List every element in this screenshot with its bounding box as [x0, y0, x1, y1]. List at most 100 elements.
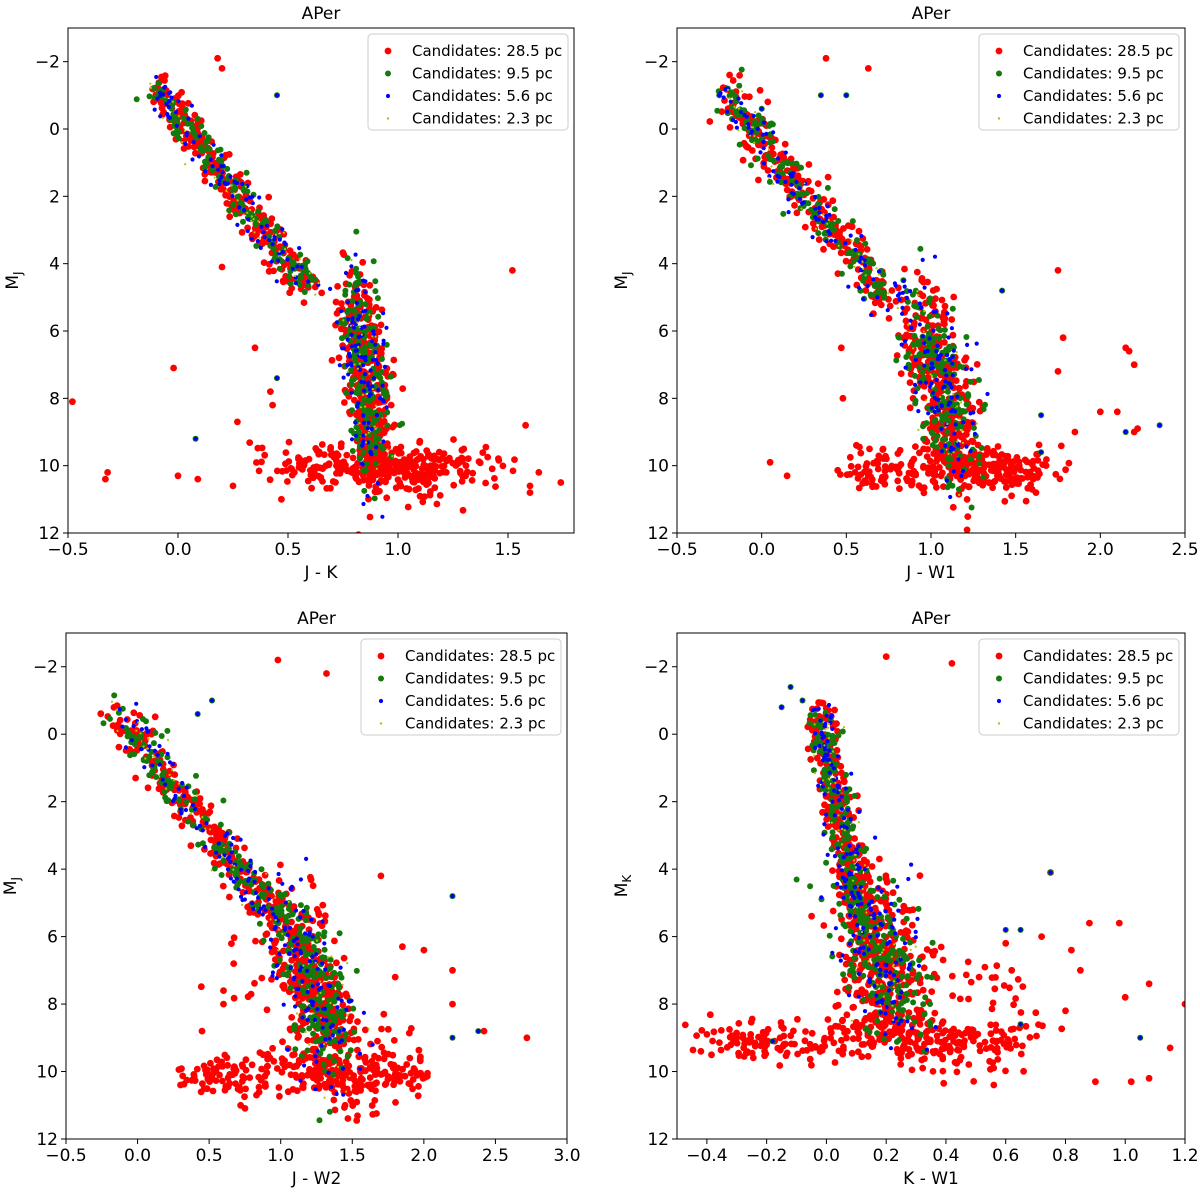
- point-blue: [230, 194, 235, 199]
- point-red: [412, 486, 420, 494]
- point-red: [741, 93, 749, 100]
- point-red: [238, 228, 246, 236]
- point-yellow: [958, 493, 961, 496]
- point-blue: [214, 850, 219, 855]
- point-green: [733, 108, 740, 115]
- point-green: [934, 312, 941, 319]
- point-green: [304, 1047, 311, 1054]
- point-red: [207, 802, 215, 810]
- point-yellow: [943, 388, 946, 392]
- point-yellow: [183, 129, 186, 132]
- point-red: [201, 177, 209, 185]
- point-blue: [287, 925, 293, 930]
- legend-entry: Candidates: 5.6 pc: [405, 692, 546, 710]
- point-red: [918, 484, 925, 492]
- point-red: [929, 463, 937, 470]
- point-yellow: [827, 218, 830, 222]
- point-red: [217, 185, 225, 193]
- point-yellow: [274, 896, 277, 899]
- point-red: [192, 149, 199, 157]
- point-green: [372, 278, 379, 285]
- point-blue: [909, 325, 914, 330]
- point-blue: [315, 982, 320, 987]
- point-red: [366, 1074, 374, 1081]
- point-red: [309, 882, 317, 890]
- point-red: [242, 1085, 250, 1093]
- point-red: [1017, 474, 1025, 482]
- point-red: [272, 897, 280, 905]
- point-red: [933, 458, 940, 465]
- point-red: [908, 921, 916, 929]
- point-yellow: [264, 872, 268, 875]
- point-green: [226, 207, 233, 214]
- point-blue: [225, 831, 230, 836]
- point-red: [304, 977, 311, 984]
- point-green: [963, 334, 970, 340]
- point-blue: [307, 959, 312, 964]
- point-yellow: [323, 1043, 326, 1046]
- point-blue: [292, 954, 297, 959]
- point-green: [784, 159, 790, 166]
- point-yellow: [368, 313, 371, 316]
- legend-box: [360, 638, 562, 736]
- point-yellow: [346, 1013, 349, 1016]
- point-red: [327, 484, 334, 492]
- point-red: [273, 1065, 281, 1072]
- point-red: [294, 1034, 302, 1041]
- point-red: [783, 186, 791, 194]
- point-red: [340, 954, 348, 962]
- point-yellow: [189, 812, 192, 815]
- point-blue: [231, 835, 236, 841]
- point-yellow: [295, 1012, 298, 1015]
- point-green: [944, 484, 951, 491]
- point-green: [370, 394, 377, 401]
- point-green: [322, 1030, 329, 1037]
- point-green: [738, 66, 745, 73]
- point-green: [284, 918, 290, 925]
- point-blue: [258, 245, 263, 250]
- y-tick-label: 0: [49, 120, 60, 140]
- point-green: [258, 866, 265, 873]
- point-blue: [166, 91, 171, 96]
- point-green: [931, 372, 938, 379]
- point-blue: [297, 246, 302, 251]
- point-red: [442, 469, 450, 476]
- point-red: [337, 443, 345, 451]
- point-red: [278, 1068, 286, 1076]
- point-blue: [825, 204, 830, 209]
- point-blue: [193, 806, 198, 812]
- point-yellow: [341, 983, 344, 986]
- point-green: [944, 428, 951, 435]
- point-blue: [933, 309, 938, 314]
- point-green: [153, 774, 160, 780]
- point-blue: [817, 205, 822, 211]
- point-blue: [371, 376, 376, 381]
- point-blue: [339, 998, 344, 1003]
- point-green: [183, 798, 190, 805]
- point-green: [176, 797, 183, 804]
- point-yellow: [257, 220, 260, 223]
- point-blue: [276, 258, 281, 263]
- point-red: [359, 258, 367, 266]
- point-green: [151, 85, 157, 91]
- point-red: [295, 1056, 303, 1064]
- point-green: [204, 145, 211, 152]
- point-red: [218, 65, 226, 72]
- legend-marker: [385, 93, 391, 99]
- point-green: [914, 385, 921, 392]
- point-blue: [323, 1037, 328, 1042]
- point-green: [342, 287, 349, 294]
- point-green: [322, 974, 329, 981]
- point-red: [450, 481, 458, 489]
- point-blue: [955, 394, 960, 399]
- point-blue: [191, 140, 196, 145]
- point-yellow: [353, 363, 356, 366]
- point-yellow: [149, 86, 153, 89]
- point-red: [1134, 425, 1141, 432]
- point-yellow: [327, 956, 330, 959]
- point-red: [842, 257, 850, 265]
- point-blue: [266, 896, 271, 902]
- point-blue: [184, 131, 189, 136]
